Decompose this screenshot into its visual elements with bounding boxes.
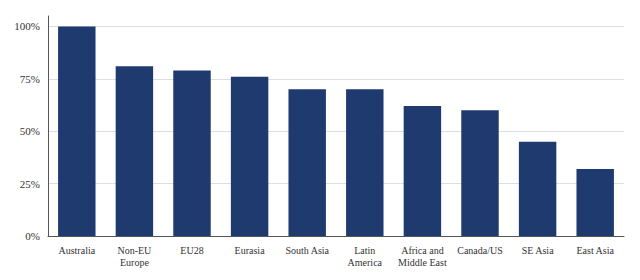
svg-text:75%: 75% bbox=[20, 73, 40, 85]
svg-text:100%: 100% bbox=[14, 20, 40, 32]
svg-text:25%: 25% bbox=[20, 178, 40, 190]
svg-text:Europe: Europe bbox=[120, 257, 149, 268]
svg-text:Middle East: Middle East bbox=[398, 257, 447, 268]
svg-text:Canada/US: Canada/US bbox=[457, 245, 503, 256]
svg-text:Latin: Latin bbox=[354, 245, 375, 256]
svg-text:South Asia: South Asia bbox=[285, 245, 329, 256]
svg-text:Non-EU: Non-EU bbox=[117, 245, 152, 256]
svg-text:Africa and: Africa and bbox=[401, 245, 443, 256]
svg-text:East Asia: East Asia bbox=[576, 245, 614, 256]
svg-text:Australia: Australia bbox=[58, 245, 95, 256]
svg-text:America: America bbox=[348, 257, 383, 268]
svg-text:Eurasia: Eurasia bbox=[235, 245, 266, 256]
svg-text:EU28: EU28 bbox=[180, 245, 203, 256]
svg-text:0%: 0% bbox=[25, 230, 40, 242]
svg-text:SE Asia: SE Asia bbox=[522, 245, 555, 256]
svg-text:50%: 50% bbox=[20, 125, 40, 137]
